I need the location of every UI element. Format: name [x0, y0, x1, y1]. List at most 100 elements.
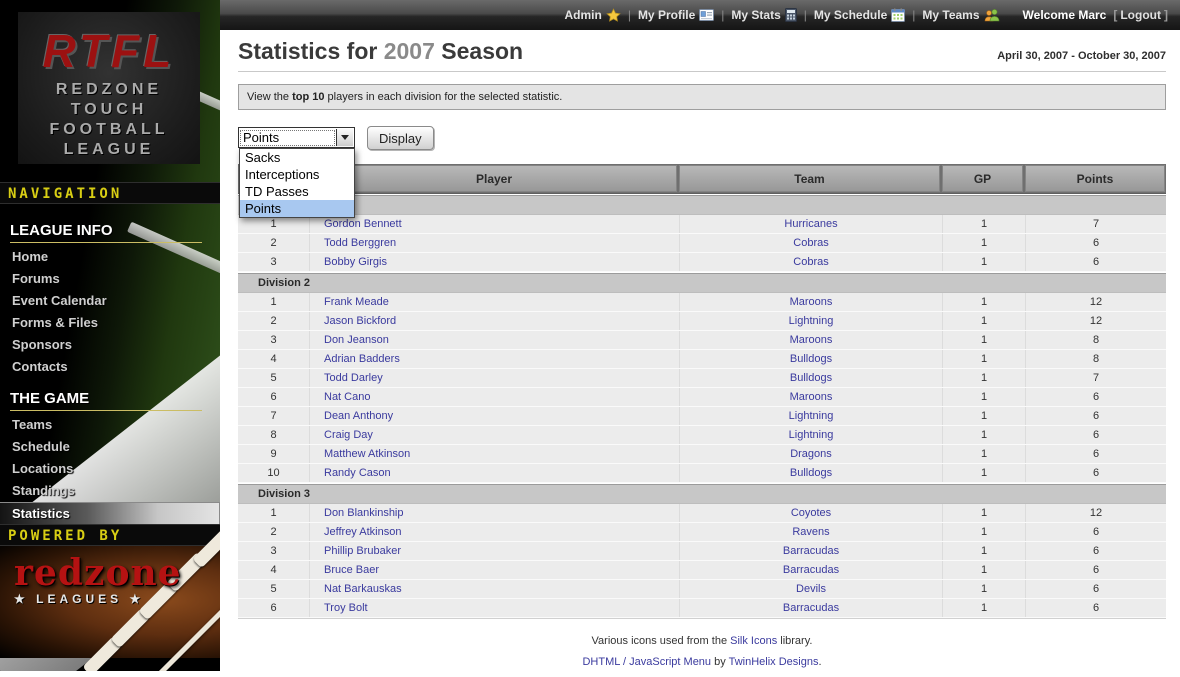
division-header-division-2: Division 2: [238, 273, 1166, 293]
team-link[interactable]: Barracudas: [782, 602, 840, 614]
gp-cell: 1: [943, 293, 1026, 311]
statistic-controls: Points Display Sacks Interceptions TD Pass…: [238, 126, 1166, 218]
player-link[interactable]: Bobby Girgis: [324, 256, 387, 268]
sidebar-item-standings[interactable]: Standings: [12, 483, 75, 498]
player-cell: Nat Cano: [310, 388, 680, 406]
team-link[interactable]: Bulldogs: [789, 467, 833, 479]
table-row: 5 Todd Darley Bulldogs 1 7: [238, 369, 1166, 388]
twinhelix-link[interactable]: TwinHelix Designs: [728, 656, 819, 668]
topbar-item-admin[interactable]: Admin: [564, 7, 621, 23]
player-link[interactable]: Randy Cason: [324, 467, 391, 479]
team-cell: Lightning: [680, 312, 943, 330]
team-link[interactable]: Lightning: [788, 410, 834, 422]
player-link[interactable]: Phillip Brubaker: [324, 545, 402, 557]
player-link[interactable]: Jeffrey Atkinson: [324, 526, 402, 538]
table-row: 1 Don Blankinship Coyotes 1 12: [238, 504, 1166, 523]
gp-cell: 1: [943, 253, 1026, 271]
points-cell: 6: [1092, 237, 1100, 249]
player-link[interactable]: Todd Darley: [324, 372, 383, 384]
table-row: 6 Nat Cano Maroons 1 6: [238, 388, 1166, 407]
team-cell: Barracudas: [680, 561, 943, 579]
sidebar-item-contacts[interactable]: Contacts: [12, 359, 68, 374]
gp-cell: 1: [943, 426, 1026, 444]
topbar-item-my-teams[interactable]: My Teams: [922, 8, 999, 22]
sidebar-item-teams[interactable]: Teams: [12, 417, 53, 432]
sidebar-item-forms-files[interactable]: Forms & Files: [12, 315, 98, 330]
player-link[interactable]: Dean Anthony: [324, 410, 394, 422]
points-cell: 8: [1092, 334, 1100, 346]
player-link[interactable]: Don Jeanson: [324, 334, 389, 346]
dropdown-option-interceptions[interactable]: Interceptions: [245, 167, 320, 182]
player-link[interactable]: Troy Bolt: [324, 602, 368, 614]
sidebar-nav: LEAGUE INFO Home Forums Event Calendar Forms…: [0, 210, 220, 526]
info-box: View the top 10 players in each division…: [238, 84, 1166, 110]
team-link[interactable]: Cobras: [793, 256, 829, 268]
rank-cell: 2: [238, 234, 310, 252]
player-cell: Jeffrey Atkinson: [310, 523, 680, 541]
player-cell: Frank Meade: [310, 293, 680, 311]
team-cell: Bulldogs: [680, 369, 943, 387]
column-header-player: Player: [311, 165, 677, 192]
sidebar-item-home[interactable]: Home: [12, 249, 49, 264]
topbar-item-my-stats[interactable]: My Stats: [731, 8, 797, 22]
rank-cell: 3: [238, 331, 310, 349]
team-link[interactable]: Maroons: [789, 391, 833, 403]
sidebar-item-statistics[interactable]: Statistics: [0, 502, 220, 526]
team-link[interactable]: Maroons: [789, 296, 833, 308]
league-logo-line: FOOTBALL: [49, 121, 169, 138]
sidebar-item-sponsors[interactable]: Sponsors: [12, 337, 72, 352]
team-link[interactable]: Ravens: [792, 526, 830, 538]
dhtml-menu-link[interactable]: DHTML / JavaScript Menu: [582, 656, 712, 668]
topbar-item-my-profile[interactable]: My Profile: [638, 8, 715, 22]
team-link[interactable]: Coyotes: [790, 507, 832, 519]
redzone-leagues-logo[interactable]: redzone ★ LEAGUES ★: [14, 555, 182, 606]
player-link[interactable]: Nat Barkauskas: [324, 583, 402, 595]
page-title: Statistics for 2007 Season: [238, 38, 524, 64]
sidebar-item-event-calendar[interactable]: Event Calendar: [12, 293, 107, 308]
player-link[interactable]: Gordon Bennett: [324, 218, 402, 230]
rank-cell: 2: [238, 312, 310, 330]
dropdown-option-points[interactable]: Points: [240, 200, 354, 217]
player-link[interactable]: Nat Cano: [324, 391, 371, 403]
dropdown-option-sacks[interactable]: Sacks: [245, 150, 281, 165]
select-arrow-icon[interactable]: [336, 129, 353, 146]
team-link[interactable]: Lightning: [788, 429, 834, 441]
team-link[interactable]: Hurricanes: [784, 218, 838, 230]
player-link[interactable]: Matthew Atkinson: [324, 448, 411, 460]
player-cell: Bobby Girgis: [310, 253, 680, 271]
team-link[interactable]: Barracudas: [782, 545, 840, 557]
gp-cell: 1: [943, 350, 1026, 368]
player-link[interactable]: Don Blankinship: [324, 507, 404, 519]
sidebar-item-forums[interactable]: Forums: [12, 271, 60, 286]
player-link[interactable]: Craig Day: [324, 429, 373, 441]
league-logo[interactable]: RTFL REDZONE TOUCH FOOTBALL LEAGUE: [18, 12, 200, 164]
team-link[interactable]: Dragons: [790, 448, 832, 460]
display-button[interactable]: Display: [367, 126, 434, 150]
sidebar-item-locations[interactable]: Locations: [12, 461, 74, 476]
team-link[interactable]: Barracudas: [782, 564, 840, 576]
dropdown-option-td-passes[interactable]: TD Passes: [245, 184, 309, 199]
logout-link[interactable]: Logout: [1120, 8, 1161, 22]
silk-icons-link[interactable]: Silk Icons: [730, 635, 778, 647]
rank-cell: 6: [238, 599, 310, 617]
topbar-item-my-schedule[interactable]: My Schedule: [814, 8, 906, 22]
team-link[interactable]: Maroons: [789, 334, 833, 346]
player-link[interactable]: Jason Bickford: [324, 315, 397, 327]
player-link[interactable]: Frank Meade: [324, 296, 389, 308]
team-link[interactable]: Bulldogs: [789, 353, 833, 365]
team-link[interactable]: Lightning: [788, 315, 834, 327]
points-cell: 6: [1092, 564, 1100, 576]
powered-by-banner: POWERED BY: [0, 524, 220, 546]
team-link[interactable]: Devils: [796, 583, 826, 595]
player-link[interactable]: Adrian Badders: [324, 353, 400, 365]
gp-cell: 1: [943, 331, 1026, 349]
team-link[interactable]: Cobras: [793, 237, 829, 249]
player-link[interactable]: Bruce Baer: [324, 564, 380, 576]
player-link[interactable]: Todd Berggren: [324, 237, 397, 249]
rank-cell: 6: [238, 388, 310, 406]
statistic-select[interactable]: Points: [238, 127, 355, 148]
player-cell: Phillip Brubaker: [310, 542, 680, 560]
sidebar-item-schedule[interactable]: Schedule: [12, 439, 70, 454]
team-link[interactable]: Bulldogs: [789, 372, 833, 384]
topbar-separator: |: [803, 8, 807, 22]
